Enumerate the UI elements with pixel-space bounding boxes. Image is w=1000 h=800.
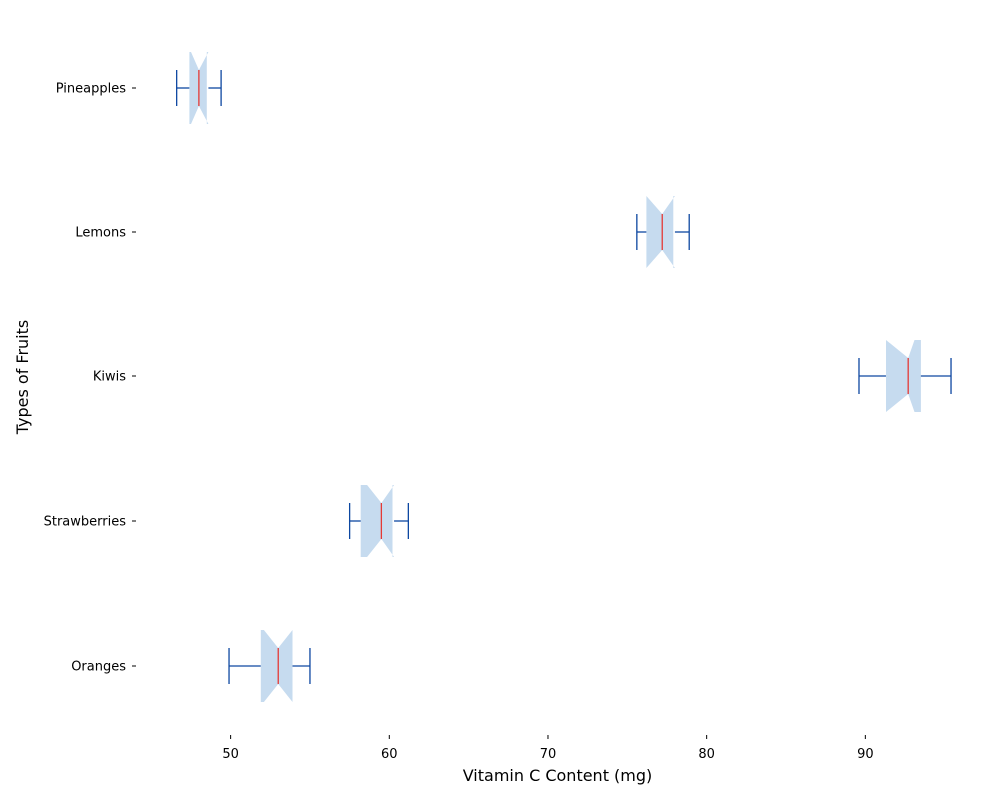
- boxes-layer: [176, 52, 952, 702]
- y-tick-label: Lemons: [75, 226, 126, 241]
- x-tick-label: 80: [698, 747, 715, 762]
- box-body: [886, 340, 921, 412]
- x-tick-label: 60: [381, 747, 398, 762]
- box-strawberries: [348, 485, 409, 557]
- y-axis-label: Types of Fruits: [13, 320, 32, 436]
- box-body: [360, 485, 395, 557]
- y-axis: Oranges Strawberries Kiwis Lemons Pineapples: [44, 82, 136, 675]
- box-pineapples: [176, 52, 222, 124]
- x-tick-label: 50: [222, 747, 239, 762]
- x-axis-label: Vitamin C Content (mg): [463, 766, 653, 785]
- box-oranges: [228, 630, 311, 702]
- box-body: [646, 196, 675, 268]
- y-tick-label: Strawberries: [44, 515, 127, 530]
- box-body: [260, 630, 293, 702]
- y-tick-label: Oranges: [71, 660, 126, 675]
- x-tick-label: 90: [857, 747, 874, 762]
- y-tick-label: Pineapples: [56, 82, 126, 97]
- box-lemons: [636, 196, 690, 268]
- box-kiwis: [858, 340, 952, 412]
- x-axis: 50 60 70 80 90: [222, 735, 874, 762]
- y-tick-label: Kiwis: [93, 370, 126, 385]
- x-tick-label: 70: [540, 747, 557, 762]
